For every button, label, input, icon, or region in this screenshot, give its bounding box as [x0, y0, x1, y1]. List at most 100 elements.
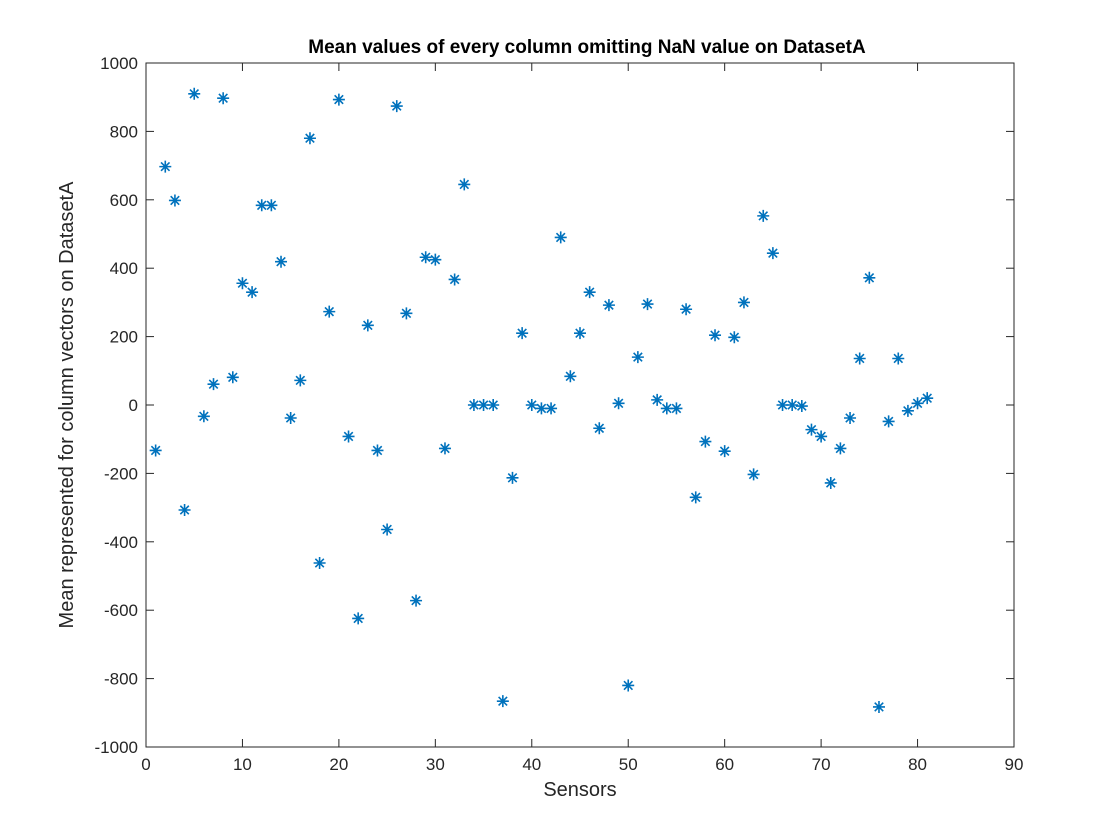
data-point-38 [506, 471, 519, 484]
data-point-49 [612, 397, 625, 410]
data-point-70 [815, 430, 828, 443]
data-point-64 [757, 209, 770, 222]
data-point-81 [921, 392, 934, 405]
data-points [149, 87, 934, 713]
data-point-65 [766, 247, 779, 260]
x-tick-label: 90 [1005, 755, 1024, 774]
data-point-40 [525, 399, 538, 411]
data-point-42 [545, 402, 558, 415]
data-point-19 [323, 305, 336, 318]
data-point-17 [303, 132, 316, 145]
y-tick-label: 400 [110, 259, 138, 278]
data-point-4 [178, 503, 191, 516]
data-point-24 [371, 444, 384, 457]
y-tick-label: -400 [104, 533, 138, 552]
data-point-53 [651, 393, 664, 406]
data-point-80 [911, 397, 924, 410]
x-tick-label: 60 [715, 755, 734, 774]
y-axis-label: Mean represented for column vectors on D… [56, 181, 78, 629]
x-tick-label: 0 [141, 755, 150, 774]
data-point-69 [805, 423, 818, 436]
x-tick-label: 20 [329, 755, 348, 774]
data-point-5 [188, 87, 201, 100]
data-point-73 [844, 411, 857, 424]
data-point-51 [631, 351, 644, 364]
data-point-27 [400, 307, 413, 320]
data-point-62 [737, 296, 750, 309]
data-point-31 [438, 442, 451, 455]
data-point-7 [207, 378, 220, 391]
data-point-58 [699, 435, 712, 448]
data-point-35 [477, 399, 490, 411]
data-point-22 [352, 612, 365, 625]
data-point-77 [882, 415, 895, 428]
y-tick-label: 1000 [100, 54, 138, 73]
x-tick-label: 40 [522, 755, 541, 774]
data-point-55 [670, 402, 683, 415]
x-tick-label: 70 [812, 755, 831, 774]
data-point-1 [149, 444, 162, 457]
data-point-37 [496, 695, 509, 708]
x-tick-label: 50 [619, 755, 638, 774]
y-tick-label: -800 [104, 670, 138, 689]
data-point-11 [246, 286, 259, 299]
data-point-44 [564, 370, 577, 383]
data-point-78 [892, 352, 905, 365]
data-point-8 [217, 92, 230, 105]
data-point-57 [689, 491, 702, 504]
data-point-21 [342, 430, 355, 443]
data-point-61 [728, 331, 741, 344]
data-point-41 [535, 402, 548, 415]
data-point-32 [448, 273, 461, 286]
y-tick-label: 200 [110, 328, 138, 347]
data-point-13 [265, 199, 278, 212]
data-point-79 [901, 404, 914, 417]
data-point-16 [294, 374, 307, 387]
data-point-48 [602, 299, 615, 312]
data-point-26 [390, 100, 403, 113]
data-point-50 [622, 679, 635, 692]
y-tick-label: 600 [110, 191, 138, 210]
data-point-20 [332, 93, 345, 106]
data-point-15 [284, 411, 297, 424]
data-point-52 [641, 298, 654, 311]
data-point-29 [419, 251, 432, 264]
data-point-60 [718, 445, 731, 458]
data-point-66 [776, 399, 789, 411]
x-axis-label: Sensors [543, 779, 616, 801]
data-point-6 [197, 410, 210, 423]
data-point-12 [255, 199, 268, 212]
data-point-68 [795, 400, 808, 413]
data-point-54 [660, 402, 673, 415]
data-point-71 [824, 476, 837, 489]
y-tick-label: 800 [110, 122, 138, 141]
y-tick-label: -1000 [95, 738, 138, 757]
chart-title: Mean values of every column omitting NaN… [308, 37, 866, 58]
data-point-18 [313, 557, 326, 570]
y-tick-label: -200 [104, 464, 138, 483]
data-point-23 [361, 319, 374, 332]
data-point-10 [236, 277, 249, 290]
data-point-56 [680, 303, 693, 316]
data-point-30 [429, 253, 442, 266]
y-tick-label: -600 [104, 601, 138, 620]
plot-area-frame [145, 62, 1015, 748]
data-point-72 [834, 442, 847, 455]
data-point-63 [747, 468, 760, 481]
data-point-14 [275, 255, 288, 268]
data-point-47 [593, 422, 606, 435]
data-point-59 [709, 329, 722, 342]
y-tick-label: 0 [129, 396, 138, 415]
x-tick-label: 10 [233, 755, 252, 774]
data-point-34 [467, 399, 480, 411]
data-point-45 [574, 327, 586, 340]
data-point-74 [853, 352, 866, 365]
x-tick-label: 30 [426, 755, 445, 774]
data-point-28 [410, 594, 423, 607]
data-point-3 [168, 194, 181, 207]
tick-layer: 0 10 20 30 40 50 60 70 80 90 -1000 -800 -600 -400 -200… [95, 54, 1024, 774]
data-point-25 [381, 523, 394, 536]
data-point-36 [487, 399, 500, 411]
data-point-67 [786, 399, 799, 411]
